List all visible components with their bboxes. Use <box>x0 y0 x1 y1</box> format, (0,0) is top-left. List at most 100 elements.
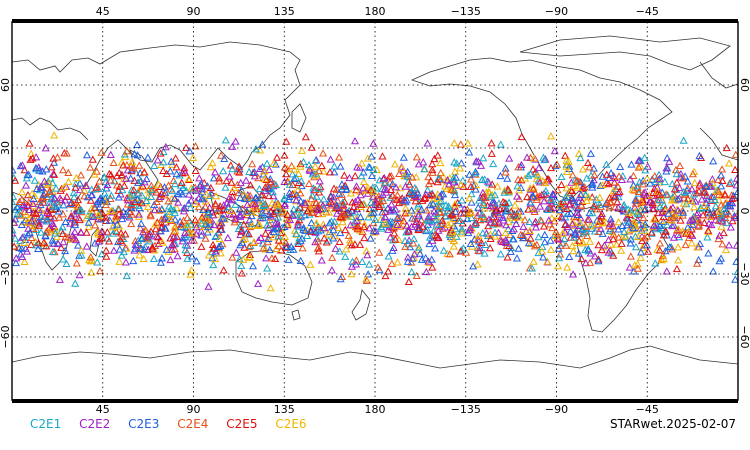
observation-marker <box>208 158 217 167</box>
observation-marker <box>166 234 175 242</box>
observation-marker <box>86 163 95 171</box>
observation-marker <box>305 165 314 173</box>
observation-marker <box>604 235 613 244</box>
observation-marker <box>200 213 209 222</box>
observation-marker <box>162 245 171 253</box>
observation-marker <box>401 209 410 217</box>
observation-marker <box>38 215 47 223</box>
observation-marker <box>481 193 490 202</box>
observation-marker <box>358 257 367 265</box>
observation-marker <box>449 178 458 186</box>
observation-marker <box>407 187 416 195</box>
observation-marker <box>92 183 101 191</box>
observation-marker <box>349 221 358 229</box>
observation-marker <box>546 236 555 244</box>
date-stamp: STARwet.2025-02-07 <box>609 417 736 431</box>
observation-marker <box>139 227 148 236</box>
observation-marker <box>566 209 575 217</box>
observation-marker <box>133 140 142 149</box>
observation-marker <box>256 164 265 172</box>
observation-marker <box>335 237 344 245</box>
lon-tick-label-top: 180 <box>365 5 386 18</box>
observation-marker <box>128 157 137 166</box>
observation-marker <box>436 197 445 206</box>
observation-marker <box>495 210 504 219</box>
observation-marker <box>463 139 472 147</box>
observation-marker <box>438 216 447 224</box>
observation-marker <box>528 165 538 173</box>
observation-marker <box>480 192 489 200</box>
observation-marker <box>336 162 345 170</box>
observation-marker <box>633 182 642 190</box>
observation-marker <box>49 158 59 166</box>
observation-marker <box>326 155 335 163</box>
observation-marker <box>425 190 434 199</box>
observation-marker <box>296 197 305 205</box>
observation-marker <box>536 215 545 224</box>
observation-marker <box>450 200 459 208</box>
observation-marker <box>254 198 263 206</box>
observation-marker <box>446 219 456 227</box>
lon-tick-label-top: 45 <box>96 5 110 18</box>
observation-marker <box>153 156 162 164</box>
observation-marker <box>585 163 594 171</box>
observation-marker <box>400 196 409 204</box>
observation-marker <box>582 227 591 235</box>
observation-marker <box>94 184 103 193</box>
observation-marker <box>282 214 291 222</box>
observation-marker <box>717 222 726 230</box>
observation-marker <box>431 244 440 252</box>
observation-marker <box>655 190 664 198</box>
observation-marker <box>403 253 412 261</box>
observation-marker <box>107 206 116 214</box>
observation-marker <box>471 169 480 177</box>
observation-marker <box>526 184 535 192</box>
observation-marker <box>237 261 246 270</box>
observation-marker <box>30 191 39 199</box>
observation-marker <box>552 197 561 205</box>
observation-marker <box>427 255 436 263</box>
observation-marker <box>408 173 417 181</box>
observation-marker <box>404 172 413 180</box>
observation-marker <box>183 213 192 222</box>
observation-marker <box>682 199 691 208</box>
observation-marker <box>240 194 249 202</box>
observation-marker <box>264 234 273 242</box>
observation-marker <box>296 159 305 168</box>
observation-marker <box>489 159 498 168</box>
observation-marker <box>604 179 613 188</box>
observation-marker <box>12 258 21 267</box>
observation-marker <box>359 168 368 176</box>
observation-marker <box>84 218 93 226</box>
observation-marker <box>171 154 180 162</box>
observation-marker <box>547 214 556 222</box>
observation-marker <box>471 180 480 189</box>
observation-marker <box>55 213 64 221</box>
observation-marker <box>42 242 51 250</box>
observation-marker <box>574 197 584 206</box>
observation-marker <box>581 190 590 199</box>
observation-marker <box>385 219 394 227</box>
observation-marker <box>657 216 666 225</box>
observation-marker <box>457 159 466 167</box>
observation-marker <box>184 190 194 198</box>
observation-marker <box>486 192 495 200</box>
observation-marker <box>216 221 225 229</box>
observation-marker <box>113 237 123 246</box>
observation-marker <box>584 193 593 201</box>
observation-marker <box>236 212 245 220</box>
observation-marker <box>572 238 581 246</box>
observation-marker <box>237 269 246 277</box>
observation-marker <box>242 176 251 184</box>
observation-marker <box>436 158 445 167</box>
observation-marker <box>603 198 612 207</box>
observation-marker <box>77 246 86 254</box>
observation-marker <box>36 182 45 191</box>
observation-marker <box>441 212 450 220</box>
observation-marker <box>386 233 395 241</box>
observation-marker <box>280 201 289 209</box>
observation-marker <box>378 190 387 198</box>
observation-marker <box>86 257 95 265</box>
observation-marker <box>425 233 434 241</box>
observation-marker <box>344 231 353 239</box>
